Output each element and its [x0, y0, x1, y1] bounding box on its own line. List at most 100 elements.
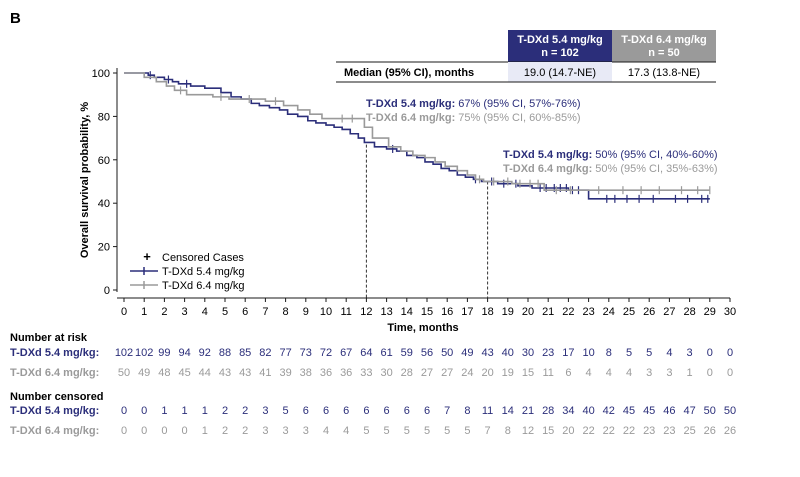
censored-value-64: 2 [222, 425, 228, 437]
risk-value-54: 5 [646, 347, 652, 359]
risk-value-64: 1 [687, 367, 693, 379]
x-tick-label: 24 [603, 306, 615, 318]
x-tick-label: 18 [481, 306, 493, 318]
censored-value-64: 5 [384, 425, 390, 437]
x-tick-label: 12 [360, 306, 372, 318]
risk-label-64: T-DXd 6.4 mg/kg: [10, 367, 99, 379]
risk-value-54: 8 [606, 347, 612, 359]
risk-value-64: 15 [522, 367, 534, 379]
censored-value-54: 34 [562, 405, 574, 417]
x-tick-label: 19 [502, 306, 514, 318]
censored-value-64: 23 [663, 425, 675, 437]
risk-value-64: 20 [481, 367, 493, 379]
censored-value-54: 14 [502, 405, 514, 417]
censored-value-64: 1 [202, 425, 208, 437]
censored-value-64: 22 [582, 425, 594, 437]
risk-value-54: 4 [666, 347, 672, 359]
risk-value-54: 102 [135, 347, 153, 359]
risk-value-54: 5 [626, 347, 632, 359]
x-tick-label: 16 [441, 306, 453, 318]
censored-value-54: 0 [121, 405, 127, 417]
risk-value-54: 43 [481, 347, 493, 359]
risk-value-54: 49 [461, 347, 473, 359]
svg-text:T-DXd 5.4 mg/kg:50% (95% CI, 4: T-DXd 5.4 mg/kg: 50% (95% CI, 40%-60%) [503, 149, 718, 161]
x-axis-label: Time, months [387, 322, 458, 334]
censored-value-54: 3 [262, 405, 268, 417]
censored-value-54: 46 [663, 405, 675, 417]
censored-value-54: 45 [623, 405, 635, 417]
censored-value-64: 8 [505, 425, 511, 437]
legend-censor-label: Censored Cases [162, 252, 244, 264]
risk-value-54: 10 [582, 347, 594, 359]
svg-text:T-DXd 5.4 mg/kg:67% (95% CI, 5: T-DXd 5.4 mg/kg: 67% (95% CI, 57%-76%) [366, 98, 581, 110]
median-header-64-name: T-DXd 6.4 mg/kg [621, 34, 707, 46]
risk-value-64: 6 [565, 367, 571, 379]
x-tick-label: 6 [242, 306, 248, 318]
censored-value-54: 8 [464, 405, 470, 417]
censored-value-54: 50 [724, 405, 736, 417]
censored-value-54: 1 [182, 405, 188, 417]
censored-value-54: 5 [283, 405, 289, 417]
median-value-64: 17.3 (13.8-NE) [628, 67, 700, 79]
risk-value-64: 4 [586, 367, 592, 379]
censored-value-54: 6 [363, 405, 369, 417]
risk-label-54: T-DXd 5.4 mg/kg: [10, 347, 99, 359]
risk-value-54: 23 [542, 347, 554, 359]
x-tick-label: 15 [421, 306, 433, 318]
risk-value-54: 64 [360, 347, 372, 359]
risk-value-64: 45 [178, 367, 190, 379]
censored-value-54: 6 [303, 405, 309, 417]
censored-value-54: 6 [323, 405, 329, 417]
risk-value-64: 0 [727, 367, 733, 379]
risk-value-64: 28 [401, 367, 413, 379]
censored-value-54: 7 [444, 405, 450, 417]
censored-value-64: 2 [242, 425, 248, 437]
y-tick-label: 80 [98, 111, 110, 123]
censored-value-64: 4 [323, 425, 329, 437]
risk-value-64: 3 [666, 367, 672, 379]
censored-value-54: 40 [582, 405, 594, 417]
x-tick-label: 4 [202, 306, 208, 318]
risk-value-54: 73 [300, 347, 312, 359]
risk-value-64: 36 [320, 367, 332, 379]
censored-value-64: 5 [404, 425, 410, 437]
panel-label: B [10, 10, 21, 27]
risk-value-64: 33 [360, 367, 372, 379]
ann18-64-arm: T-DXd 6.4 mg/kg: [503, 163, 592, 175]
risk-value-54: 77 [279, 347, 291, 359]
median-header-54-bg [508, 30, 612, 62]
survival-curves [124, 71, 711, 203]
censored-value-64: 0 [121, 425, 127, 437]
censored-label-54: T-DXd 5.4 mg/kg: [10, 405, 99, 417]
x-tick-label: 22 [562, 306, 574, 318]
x-tick-label: 11 [340, 306, 351, 318]
risk-value-54: 17 [562, 347, 574, 359]
risk-value-64: 36 [340, 367, 352, 379]
ann18-54-arm: T-DXd 5.4 mg/kg: [503, 149, 592, 161]
y-tick-label: 40 [98, 198, 110, 210]
censored-value-64: 3 [262, 425, 268, 437]
risk-value-64: 43 [239, 367, 251, 379]
risk-value-64: 19 [502, 367, 514, 379]
median-header-54-n: n = 102 [541, 47, 579, 59]
censored-value-64: 12 [522, 425, 534, 437]
censored-value-64: 3 [303, 425, 309, 437]
median-value-54: 19.0 (14.7-NE) [524, 67, 596, 79]
censored-value-64: 3 [283, 425, 289, 437]
ann12-54-value: 67% (95% CI, 57%-76%) [458, 98, 580, 110]
x-tick-label: 25 [623, 306, 635, 318]
risk-value-54: 0 [727, 347, 733, 359]
legend: + Censored Cases T-DXd 5.4 mg/kg T-DXd 6… [130, 249, 245, 292]
median-header-64-bg [612, 30, 716, 62]
x-tick-label: 1 [141, 306, 147, 318]
annotation-18-month: T-DXd 5.4 mg/kg: 50% (95% CI, 40%-60%) T-… [503, 149, 718, 175]
x-tick-label: 9 [303, 306, 309, 318]
survival-curve-54 [124, 72, 710, 200]
ann18-64-value: 50% (95% CI, 35%-63%) [595, 163, 717, 175]
censored-value-54: 6 [404, 405, 410, 417]
censored-value-64: 23 [643, 425, 655, 437]
median-header-64-n: n = 50 [648, 47, 680, 59]
risk-value-64: 48 [158, 367, 170, 379]
risk-value-54: 92 [199, 347, 211, 359]
risk-value-54: 94 [178, 347, 190, 359]
